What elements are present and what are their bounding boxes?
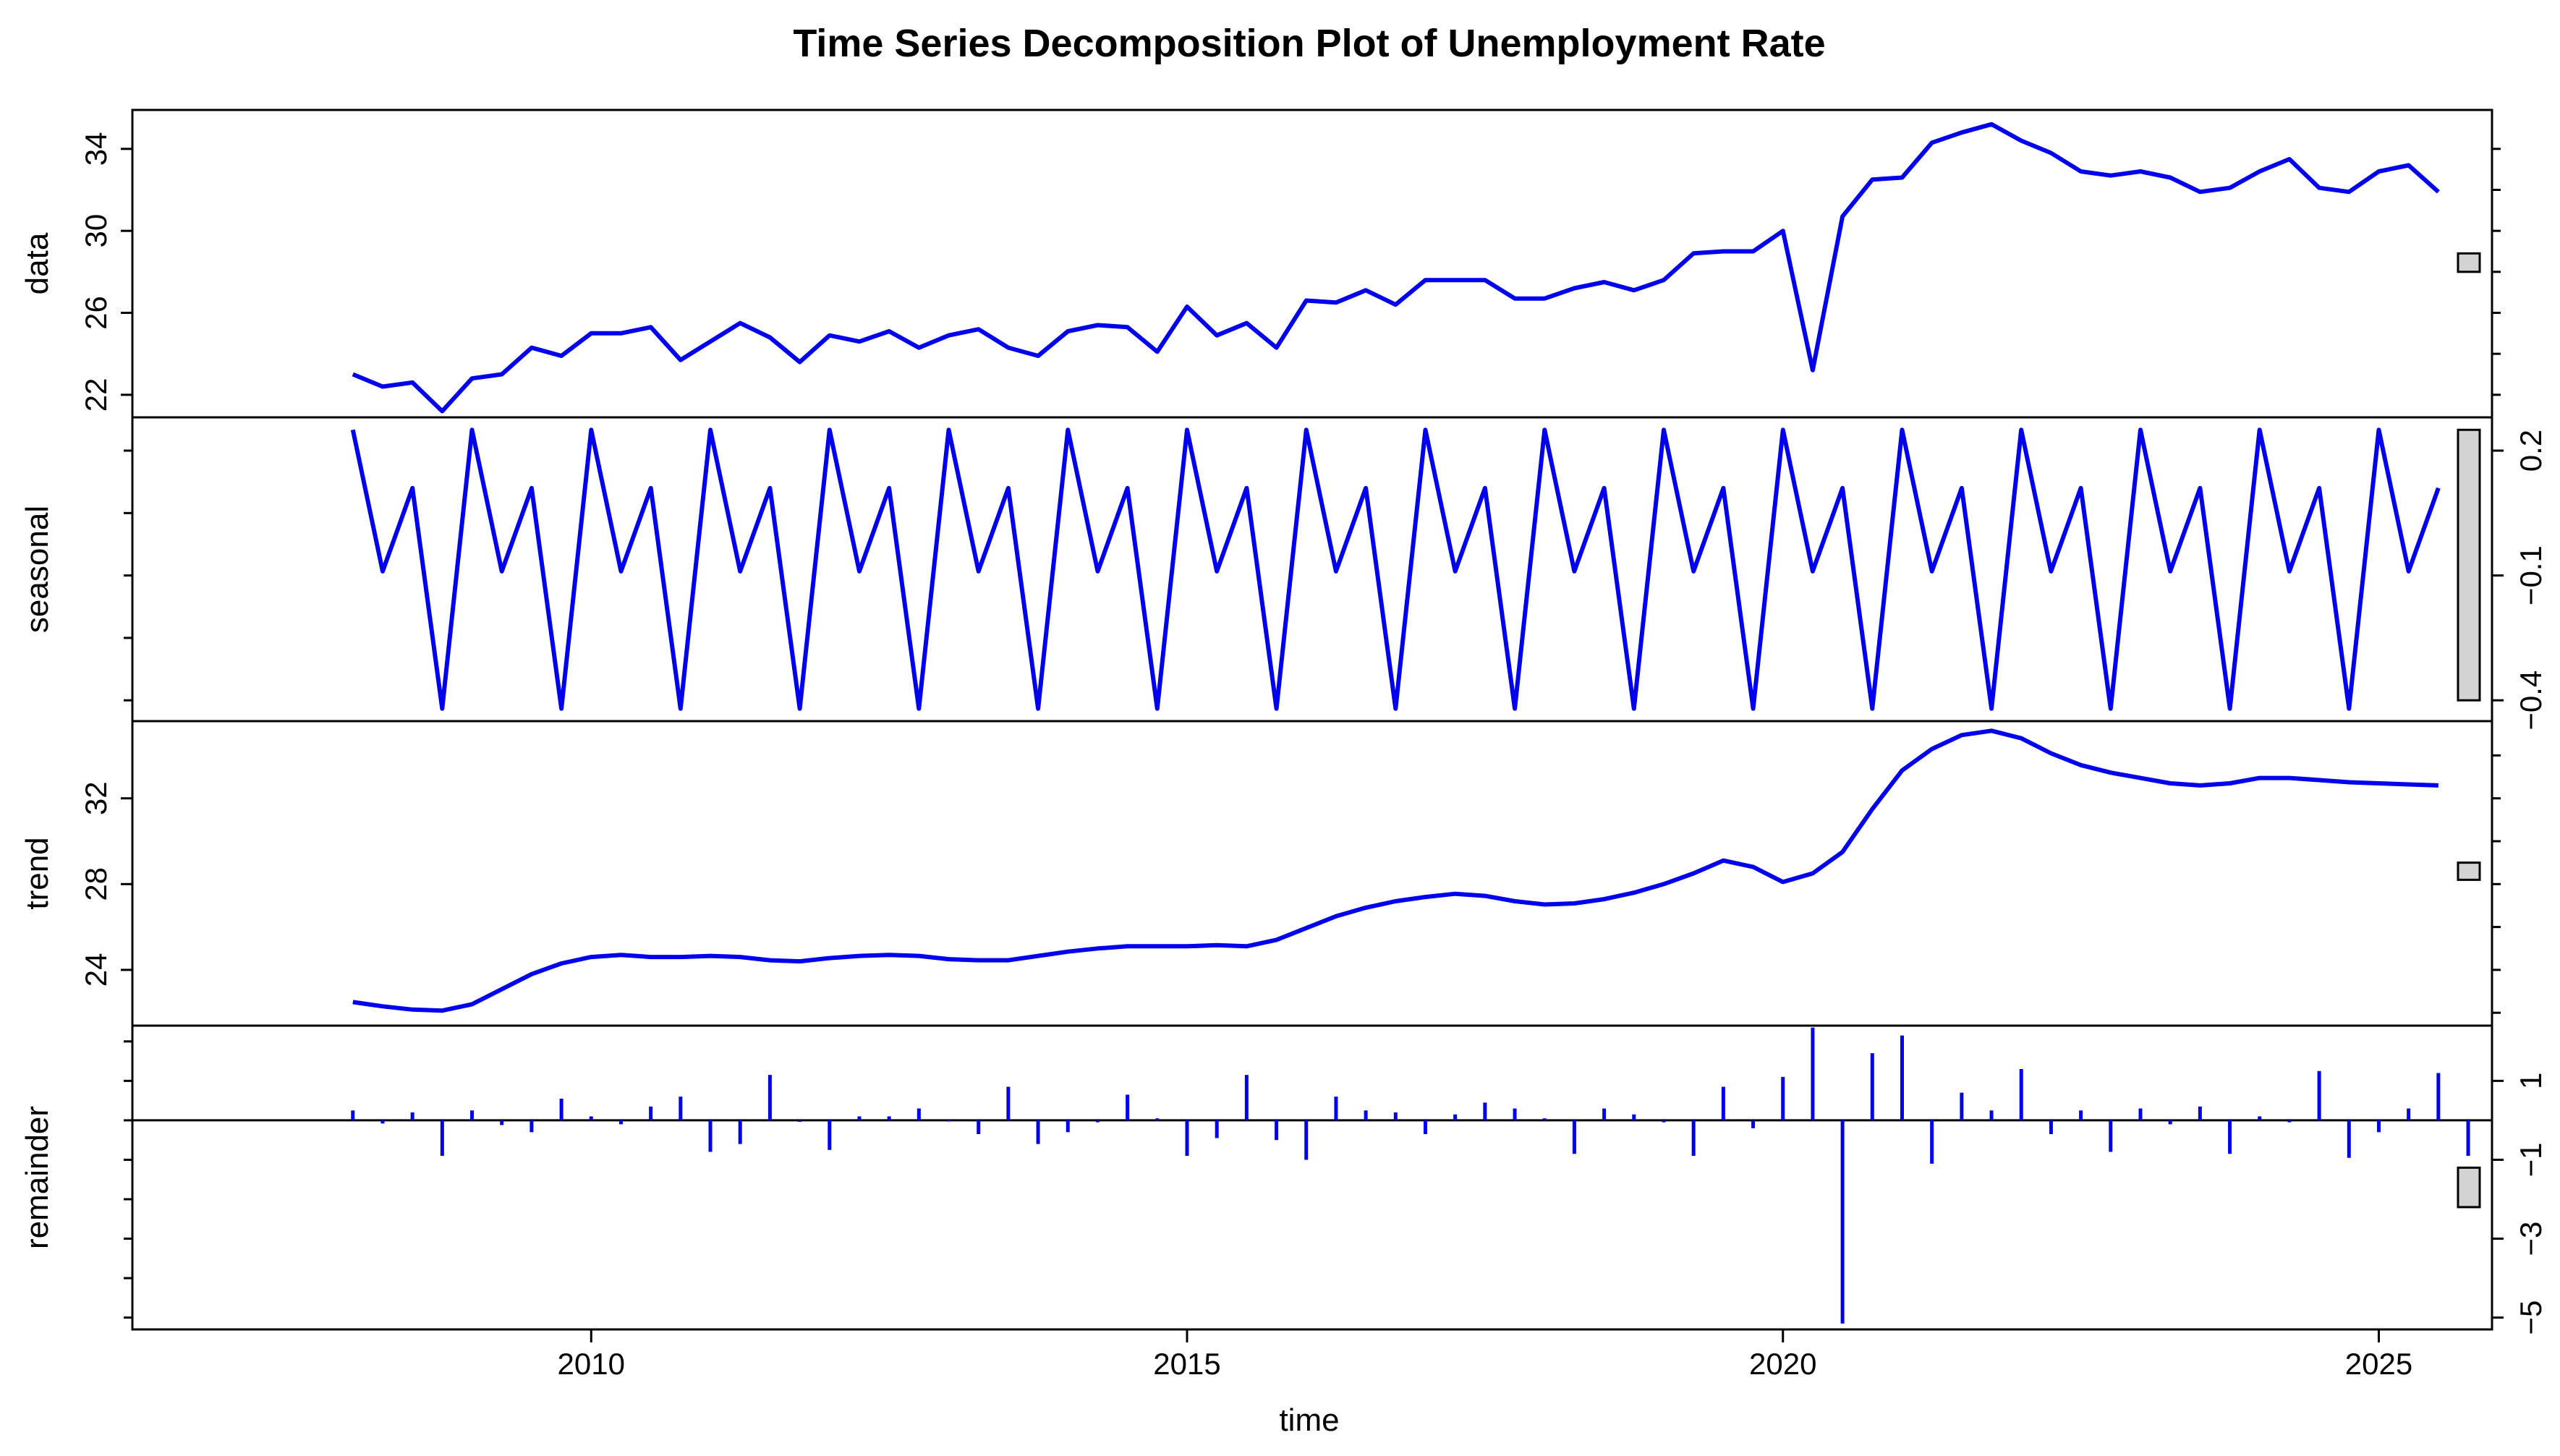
scale-bar (2457, 861, 2481, 881)
seasonal-axis-label: seasonal (20, 506, 55, 633)
panel-trend: 24 28 32 trend (20, 720, 2501, 1027)
y-tick-label: −0.4 (2514, 670, 2548, 731)
y-tick-label: −0.1 (2514, 545, 2548, 605)
x-tick-label: 2010 (558, 1347, 625, 1381)
x-tick-label: 2015 (1153, 1347, 1220, 1381)
panel-frame (131, 720, 2493, 1027)
chart-title: Time Series Decomposition Plot of Unempl… (793, 22, 1825, 65)
panel-frame (131, 108, 2493, 419)
y-tick-label: 32 (79, 781, 113, 815)
y-tick-label: 24 (79, 953, 113, 987)
trend-axis-label: trend (20, 837, 55, 909)
remainder-axis-label: remainder (20, 1106, 55, 1249)
y-tick-label: −3 (2514, 1222, 2548, 1256)
scale-bar (2457, 1166, 2481, 1209)
y-tick-label: 1 (2514, 1073, 2548, 1089)
y-tick-label: 26 (79, 296, 113, 330)
data-series-line (352, 122, 2440, 414)
scale-bar (2457, 428, 2481, 702)
data-axis-label: data (20, 232, 55, 294)
y-tick-label: 28 (79, 867, 113, 901)
y-tick-label: 30 (79, 214, 113, 248)
y-tick-label: −5 (2514, 1300, 2548, 1335)
seasonal-series-line (350, 427, 2441, 711)
scale-bar (2457, 252, 2481, 273)
x-tick-label: 2020 (1749, 1347, 1816, 1381)
y-tick-label: 0.2 (2514, 430, 2548, 472)
y-tick-label: 34 (79, 132, 113, 166)
panel-seasonal: −0.4 −0.1 0.2 seasonal (20, 416, 2548, 731)
y-tick-label: −1 (2514, 1143, 2548, 1178)
x-axis-label: time (1279, 1402, 1339, 1438)
trend-series-line (352, 728, 2439, 1013)
y-tick-label: 22 (79, 378, 113, 412)
x-tick-label: 2025 (2345, 1347, 2412, 1381)
panel-frame (131, 1024, 2493, 1331)
panel-data: 22 26 30 34 data (20, 108, 2501, 419)
panel-remainder: −5 −3 −1 1 remainder (20, 1024, 2548, 1335)
